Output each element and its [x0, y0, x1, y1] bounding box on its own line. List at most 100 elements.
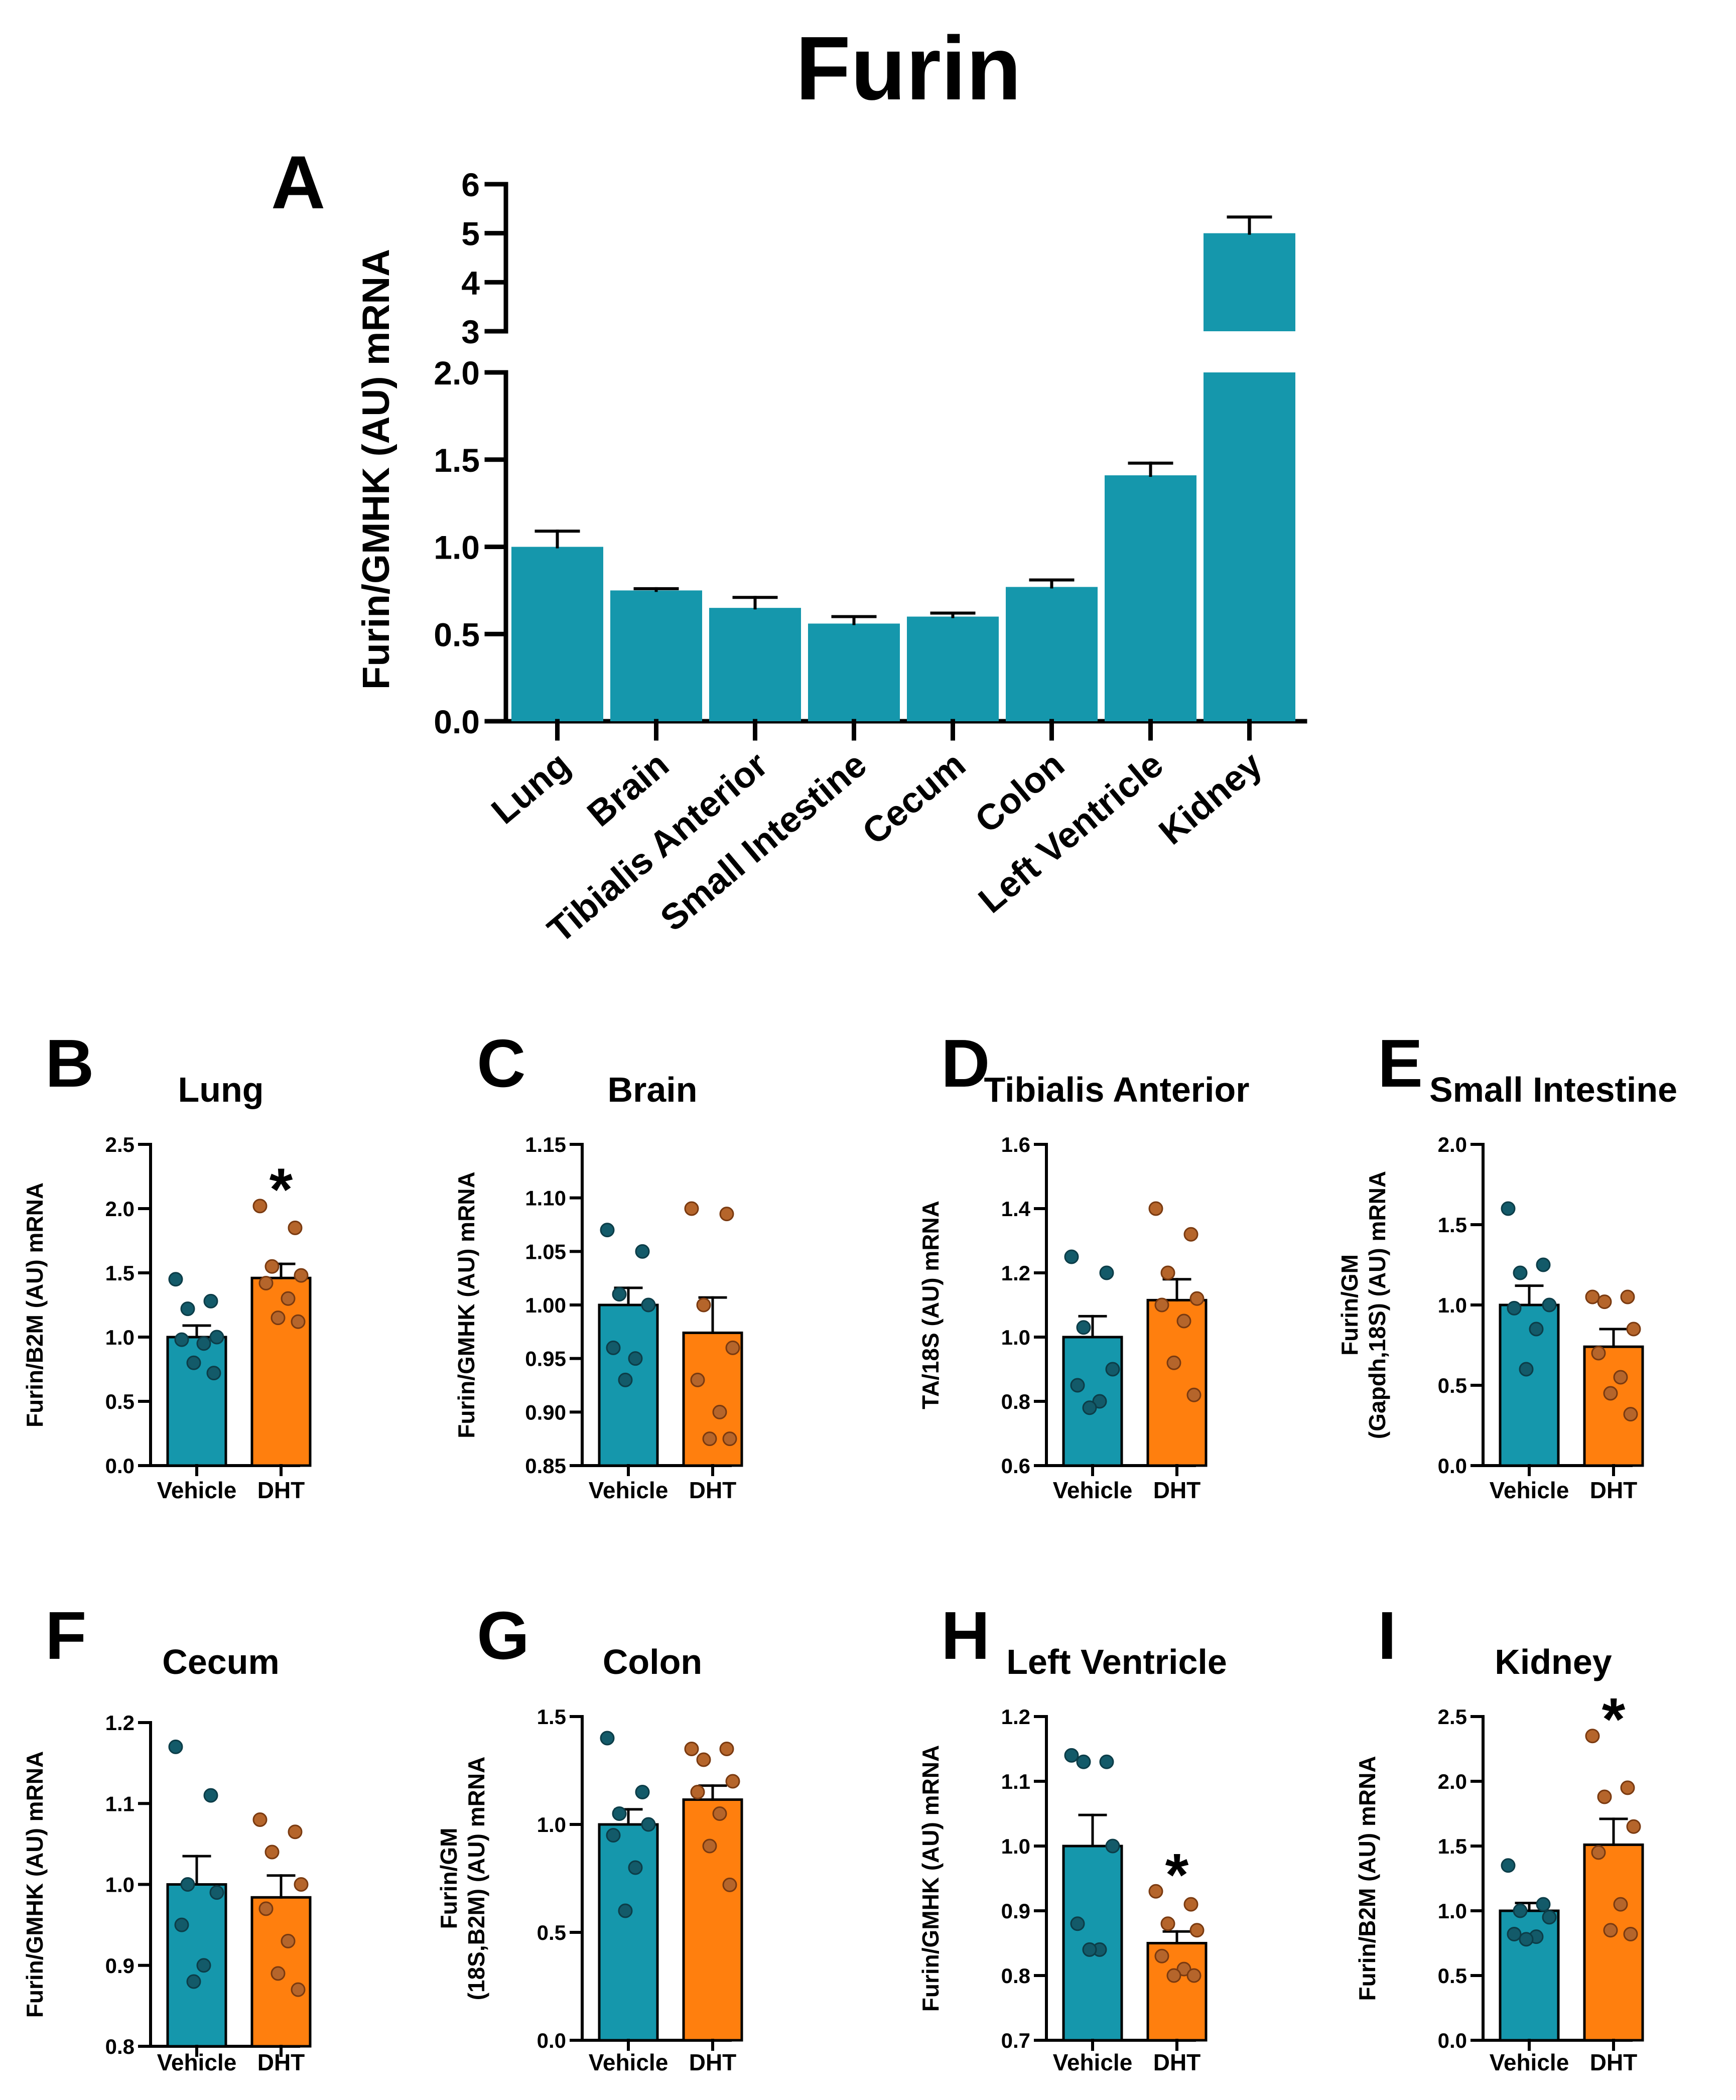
- data-point: [1148, 1201, 1163, 1216]
- data-point: [684, 1742, 699, 1756]
- data-point: [606, 1340, 621, 1355]
- y-tick-label: 1.5: [1438, 1213, 1467, 1237]
- data-point: [258, 1901, 274, 1916]
- bar: [511, 547, 603, 721]
- data-point: [1591, 1845, 1606, 1860]
- x-tick-label: DHT: [257, 1477, 305, 1503]
- data-point: [1076, 1320, 1091, 1335]
- data-point: [1513, 1265, 1528, 1280]
- vehicle-bar: [1499, 1303, 1560, 1467]
- y-tick-label: 1.05: [525, 1240, 566, 1263]
- bar: [1105, 475, 1196, 721]
- data-point: [206, 1366, 221, 1381]
- y-tick-label: 0.95: [525, 1347, 566, 1371]
- y-tick-label: 1.0: [1438, 1899, 1467, 1923]
- data-point: [203, 1788, 218, 1803]
- data-point: [281, 1933, 296, 1948]
- figure-title: Furin: [795, 18, 1021, 119]
- y-tick-label: 1.0: [537, 1813, 566, 1836]
- y-tick-label: 0.0: [537, 2029, 566, 2052]
- data-point: [1189, 1291, 1205, 1306]
- dht-bar: [250, 1276, 312, 1467]
- data-point: [1099, 1265, 1114, 1280]
- y-tick-label: 1.0: [1001, 1326, 1030, 1349]
- data-point: [1519, 1932, 1534, 1947]
- data-point: [1082, 1942, 1097, 1957]
- panel-h-chart: H Left Ventricle 0.7 0.8 0.9 1.0 1.1 1.2 Furin/G…: [917, 1598, 1227, 2075]
- data-point: [174, 1917, 189, 1932]
- data-point: [635, 1785, 650, 1799]
- data-point: [203, 1293, 218, 1308]
- data-point: [1613, 1897, 1628, 1912]
- data-point: [641, 1297, 656, 1312]
- x-tick-label: DHT: [1153, 2049, 1201, 2075]
- y-axis-label: Furin/GMHK (AU) mRNA: [453, 1171, 479, 1438]
- data-point: [1626, 1322, 1641, 1337]
- data-point: [696, 1752, 711, 1767]
- data-point: [641, 1817, 656, 1832]
- panel-letter: F: [45, 1598, 86, 1673]
- data-point: [600, 1223, 615, 1238]
- y-tick-label: 1.00: [525, 1293, 566, 1317]
- data-point: [1501, 1858, 1516, 1873]
- y-tick-label: 0.0: [105, 1454, 135, 1478]
- y-tick-label: 0.0: [1438, 2029, 1467, 2052]
- data-point: [291, 1314, 306, 1329]
- panel-letter: H: [941, 1598, 990, 1673]
- y-tick-label: 0.8: [105, 2035, 135, 2058]
- data-point: [1542, 1297, 1557, 1312]
- dht-bar: [1146, 1298, 1208, 1467]
- y-tick-label: 4: [461, 264, 480, 301]
- data-point: [186, 1355, 201, 1370]
- data-point: [1620, 1289, 1635, 1304]
- y-tick-label: 0.6: [1001, 1454, 1030, 1478]
- data-point: [1105, 1362, 1120, 1377]
- data-point: [168, 1739, 183, 1754]
- data-point: [1597, 1789, 1612, 1804]
- x-tick-label: Vehicle: [589, 1477, 669, 1503]
- data-point: [702, 1839, 717, 1854]
- data-point: [1513, 1903, 1528, 1918]
- data-point: [196, 1336, 211, 1351]
- data-point: [690, 1785, 705, 1799]
- panel-a-letter: A: [271, 140, 325, 224]
- y-axis-label: Furin/GMHK (AU) mRNA: [355, 249, 397, 690]
- y-tick-label: 0.85: [525, 1454, 566, 1478]
- y-tick-label: 1.0: [1438, 1293, 1467, 1317]
- data-point: [264, 1845, 280, 1860]
- data-point: [264, 1259, 280, 1274]
- x-tick-label: Vehicle: [157, 2049, 237, 2075]
- y-tick-label: 1.10: [525, 1187, 566, 1210]
- data-point: [252, 1812, 268, 1827]
- y-axis-label: (Gapdh,18S) (AU) mRNA: [1364, 1171, 1390, 1439]
- data-point: [271, 1966, 286, 1981]
- y-axis-label: Furin/GMHK (AU) mRNA: [917, 1745, 944, 2012]
- data-point: [1070, 1378, 1085, 1393]
- panel-title: Small Intestine: [1429, 1070, 1677, 1109]
- data-point: [712, 1806, 727, 1821]
- data-point: [174, 1332, 189, 1347]
- data-point: [258, 1275, 274, 1290]
- y-tick-label: 1.4: [1001, 1197, 1031, 1221]
- bar: [610, 590, 702, 721]
- data-point: [1176, 1314, 1191, 1329]
- data-point: [1189, 1923, 1205, 1938]
- x-tick-label: Vehicle: [1490, 2049, 1569, 2075]
- vehicle-bar: [166, 1883, 227, 2048]
- data-point: [294, 1268, 309, 1283]
- data-point: [1183, 1897, 1198, 1912]
- data-point: [618, 1372, 633, 1387]
- data-point: [1603, 1923, 1618, 1938]
- data-point: [1585, 1289, 1600, 1304]
- x-tick-label: DHT: [1153, 1477, 1201, 1503]
- bar-lower-segment: [1204, 372, 1295, 721]
- y-axis-label: Furin/GM: [1337, 1254, 1363, 1356]
- data-point: [719, 1742, 734, 1756]
- data-point: [1099, 1754, 1114, 1769]
- data-point: [1160, 1265, 1175, 1280]
- data-point: [1154, 1948, 1169, 1963]
- data-point: [1186, 1968, 1201, 1983]
- panel-title: Tibialis Anterior: [984, 1070, 1250, 1109]
- y-tick-label: 2.0: [1438, 1770, 1467, 1793]
- data-point: [1092, 1394, 1107, 1409]
